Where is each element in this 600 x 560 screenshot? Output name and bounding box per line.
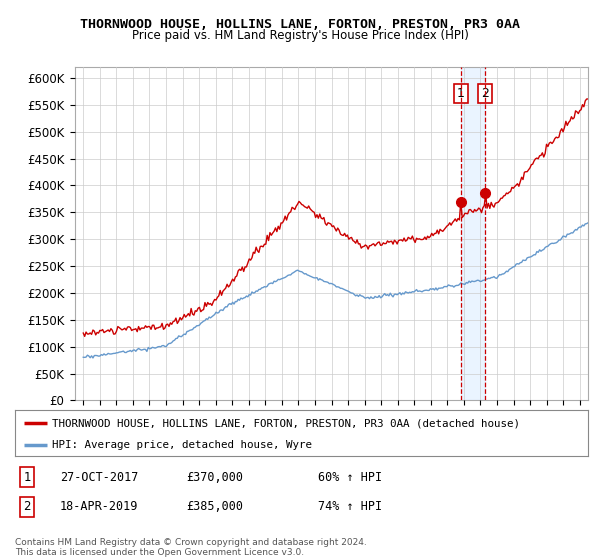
Text: £385,000: £385,000 bbox=[186, 500, 243, 514]
Text: 27-OCT-2017: 27-OCT-2017 bbox=[60, 470, 139, 484]
Text: £370,000: £370,000 bbox=[186, 470, 243, 484]
Text: THORNWOOD HOUSE, HOLLINS LANE, FORTON, PRESTON, PR3 0AA: THORNWOOD HOUSE, HOLLINS LANE, FORTON, P… bbox=[80, 17, 520, 31]
Text: 2: 2 bbox=[481, 87, 490, 100]
Text: Price paid vs. HM Land Registry's House Price Index (HPI): Price paid vs. HM Land Registry's House … bbox=[131, 29, 469, 42]
Text: 18-APR-2019: 18-APR-2019 bbox=[60, 500, 139, 514]
Text: 60% ↑ HPI: 60% ↑ HPI bbox=[318, 470, 382, 484]
Bar bbox=[461, 67, 485, 400]
Text: 1: 1 bbox=[23, 470, 31, 484]
Text: THORNWOOD HOUSE, HOLLINS LANE, FORTON, PRESTON, PR3 0AA (detached house): THORNWOOD HOUSE, HOLLINS LANE, FORTON, P… bbox=[52, 418, 520, 428]
Text: 74% ↑ HPI: 74% ↑ HPI bbox=[318, 500, 382, 514]
Text: 2: 2 bbox=[23, 500, 31, 514]
Text: HPI: Average price, detached house, Wyre: HPI: Average price, detached house, Wyre bbox=[52, 440, 312, 450]
Text: Contains HM Land Registry data © Crown copyright and database right 2024.
This d: Contains HM Land Registry data © Crown c… bbox=[15, 538, 367, 557]
Text: 1: 1 bbox=[457, 87, 465, 100]
